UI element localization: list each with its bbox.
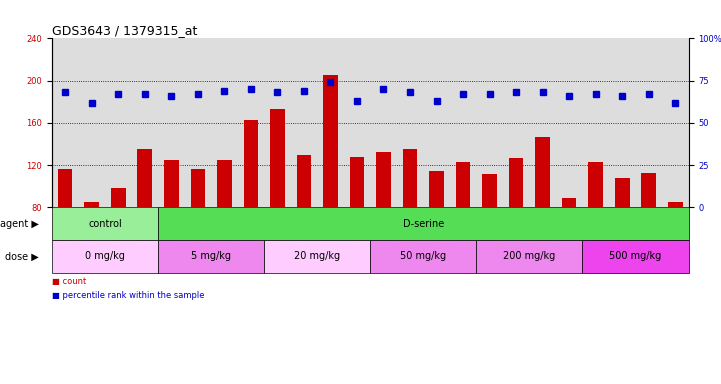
Text: 500 mg/kg: 500 mg/kg [609, 251, 662, 262]
Text: 50 mg/kg: 50 mg/kg [400, 251, 446, 262]
Text: 0 mg/kg: 0 mg/kg [85, 251, 125, 262]
Bar [270, 109, 285, 207]
Bar [583, 240, 689, 273]
Text: ■ count: ■ count [52, 277, 87, 286]
Bar [58, 169, 73, 207]
Bar [164, 160, 179, 207]
Bar [588, 162, 603, 207]
Bar [190, 169, 205, 207]
Bar [642, 172, 656, 207]
Bar [536, 137, 550, 207]
Bar [562, 198, 577, 207]
Text: control: control [88, 218, 122, 229]
Bar [111, 188, 125, 207]
Bar [376, 152, 391, 207]
Bar [456, 162, 470, 207]
Bar [138, 149, 152, 207]
Bar [482, 174, 497, 207]
Bar [370, 240, 477, 273]
Text: 20 mg/kg: 20 mg/kg [294, 251, 340, 262]
Bar [509, 158, 523, 207]
Bar [296, 154, 311, 207]
Text: 200 mg/kg: 200 mg/kg [503, 251, 555, 262]
Bar [403, 149, 417, 207]
Bar [264, 240, 371, 273]
Text: agent ▶: agent ▶ [0, 218, 39, 229]
Text: ■ percentile rank within the sample: ■ percentile rank within the sample [52, 291, 205, 300]
Bar [477, 240, 583, 273]
Bar [615, 178, 629, 207]
Bar [52, 207, 158, 240]
Bar [52, 240, 158, 273]
Text: GDS3643 / 1379315_at: GDS3643 / 1379315_at [52, 24, 198, 37]
Text: dose ▶: dose ▶ [6, 251, 39, 262]
Bar [323, 75, 337, 207]
Bar [244, 120, 258, 207]
Text: 5 mg/kg: 5 mg/kg [191, 251, 231, 262]
Bar [429, 171, 444, 207]
Bar [158, 207, 689, 240]
Bar [217, 160, 231, 207]
Bar [158, 240, 264, 273]
Bar [84, 202, 99, 207]
Text: D-serine: D-serine [402, 218, 444, 229]
Bar [668, 202, 683, 207]
Bar [350, 157, 364, 207]
